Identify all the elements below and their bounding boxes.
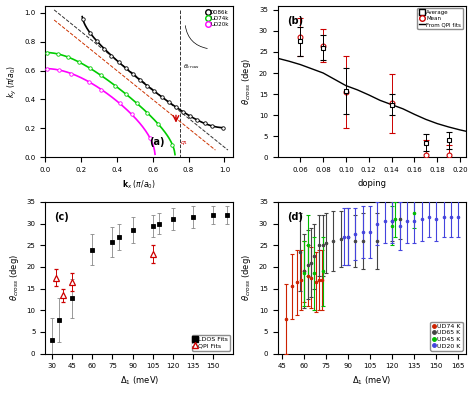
Text: (d): (d) <box>287 212 303 222</box>
Text: $\theta_{cross}$: $\theta_{cross}$ <box>183 62 201 71</box>
Legend: Average, Mean, From QPI fits: Average, Mean, From QPI fits <box>418 8 463 29</box>
Text: $q_1$: $q_1$ <box>180 139 188 147</box>
X-axis label: $\Delta_1$ (meV): $\Delta_1$ (meV) <box>352 375 391 387</box>
X-axis label: doping: doping <box>357 178 386 187</box>
Legend: UD74 K, UD65 K, UD45 K, UD20 K: UD74 K, UD65 K, UD45 K, UD20 K <box>430 321 463 351</box>
Legend: LDOS Fits, QPI Fits: LDOS Fits, QPI Fits <box>191 335 230 351</box>
Y-axis label: $\theta_{cross}$ (deg): $\theta_{cross}$ (deg) <box>240 58 253 105</box>
X-axis label: $\Delta_1$ (meV): $\Delta_1$ (meV) <box>119 375 159 387</box>
Y-axis label: $\theta_{cross}$ (deg): $\theta_{cross}$ (deg) <box>8 254 21 301</box>
Text: (a): (a) <box>149 137 164 147</box>
Text: (c): (c) <box>55 212 69 222</box>
Y-axis label: $k_y$ ($\pi/a_0$): $k_y$ ($\pi/a_0$) <box>6 65 18 98</box>
Y-axis label: $\theta_{cross}$ (deg): $\theta_{cross}$ (deg) <box>240 254 253 301</box>
Legend: OD86k, UD74k, UD20k: OD86k, UD74k, UD20k <box>205 8 230 29</box>
Text: (b): (b) <box>287 16 303 26</box>
X-axis label: $\bf{k}$$_x$ ($\pi/a_0$): $\bf{k}$$_x$ ($\pi/a_0$) <box>122 178 156 191</box>
